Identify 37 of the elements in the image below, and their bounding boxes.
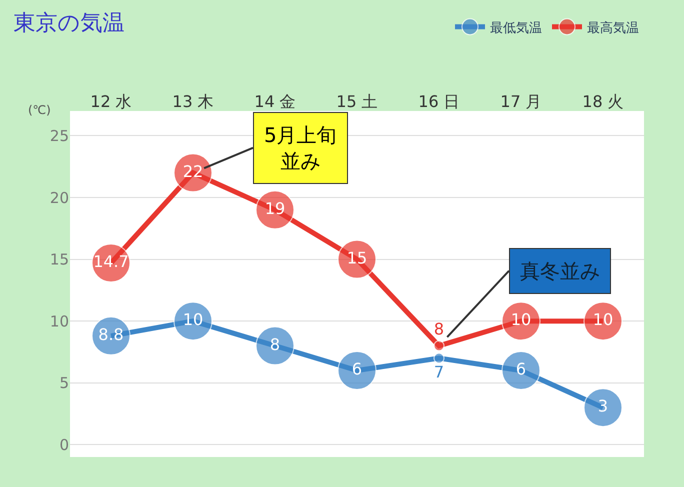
data-label: 19 [264, 198, 286, 218]
annotation: 5月上旬並み [264, 123, 337, 173]
point [584, 388, 622, 428]
chart-title: 東京の気温 [14, 11, 125, 36]
x-tick-label: 15 土 [336, 92, 378, 111]
y-tick-label: 20 [50, 188, 69, 207]
y-axis-title: (℃) [28, 103, 51, 117]
y-tick-label: 0 [59, 436, 69, 454]
x-tick-label: 16 日 [418, 92, 460, 111]
data-label: 8 [270, 334, 280, 354]
data-label: 8 [434, 320, 444, 339]
data-label: 10 [592, 310, 614, 330]
data-label: 15 [346, 248, 368, 268]
y-tick-label: 5 [59, 374, 69, 392]
point [502, 351, 540, 390]
y-tick-label: 10 [50, 312, 69, 330]
legend-label: 最低気温 [490, 20, 542, 36]
point [338, 351, 376, 390]
y-tick-label: 25 [50, 126, 69, 145]
data-label: 14.7 [93, 252, 129, 271]
data-label: 3 [598, 396, 608, 416]
data-label: 22 [182, 162, 204, 181]
x-tick-label: 18 火 [582, 92, 624, 111]
x-tick-label: 12 水 [90, 92, 132, 111]
data-label: 6 [516, 360, 526, 378]
x-tick-label: 13 木 [172, 92, 214, 111]
legend-label: 最高気温 [587, 20, 639, 36]
x-tick-label: 17 月 [500, 92, 542, 111]
data-label: 8.8 [98, 324, 124, 344]
annotation: 真冬並み [520, 259, 600, 283]
y-tick-label: 15 [50, 250, 69, 269]
data-label: 10 [510, 310, 532, 330]
data-label: 7 [434, 362, 444, 382]
x-tick-label: 14 金 [254, 92, 296, 111]
point [256, 326, 294, 366]
data-label: 6 [352, 360, 362, 378]
data-label: 10 [182, 310, 204, 330]
